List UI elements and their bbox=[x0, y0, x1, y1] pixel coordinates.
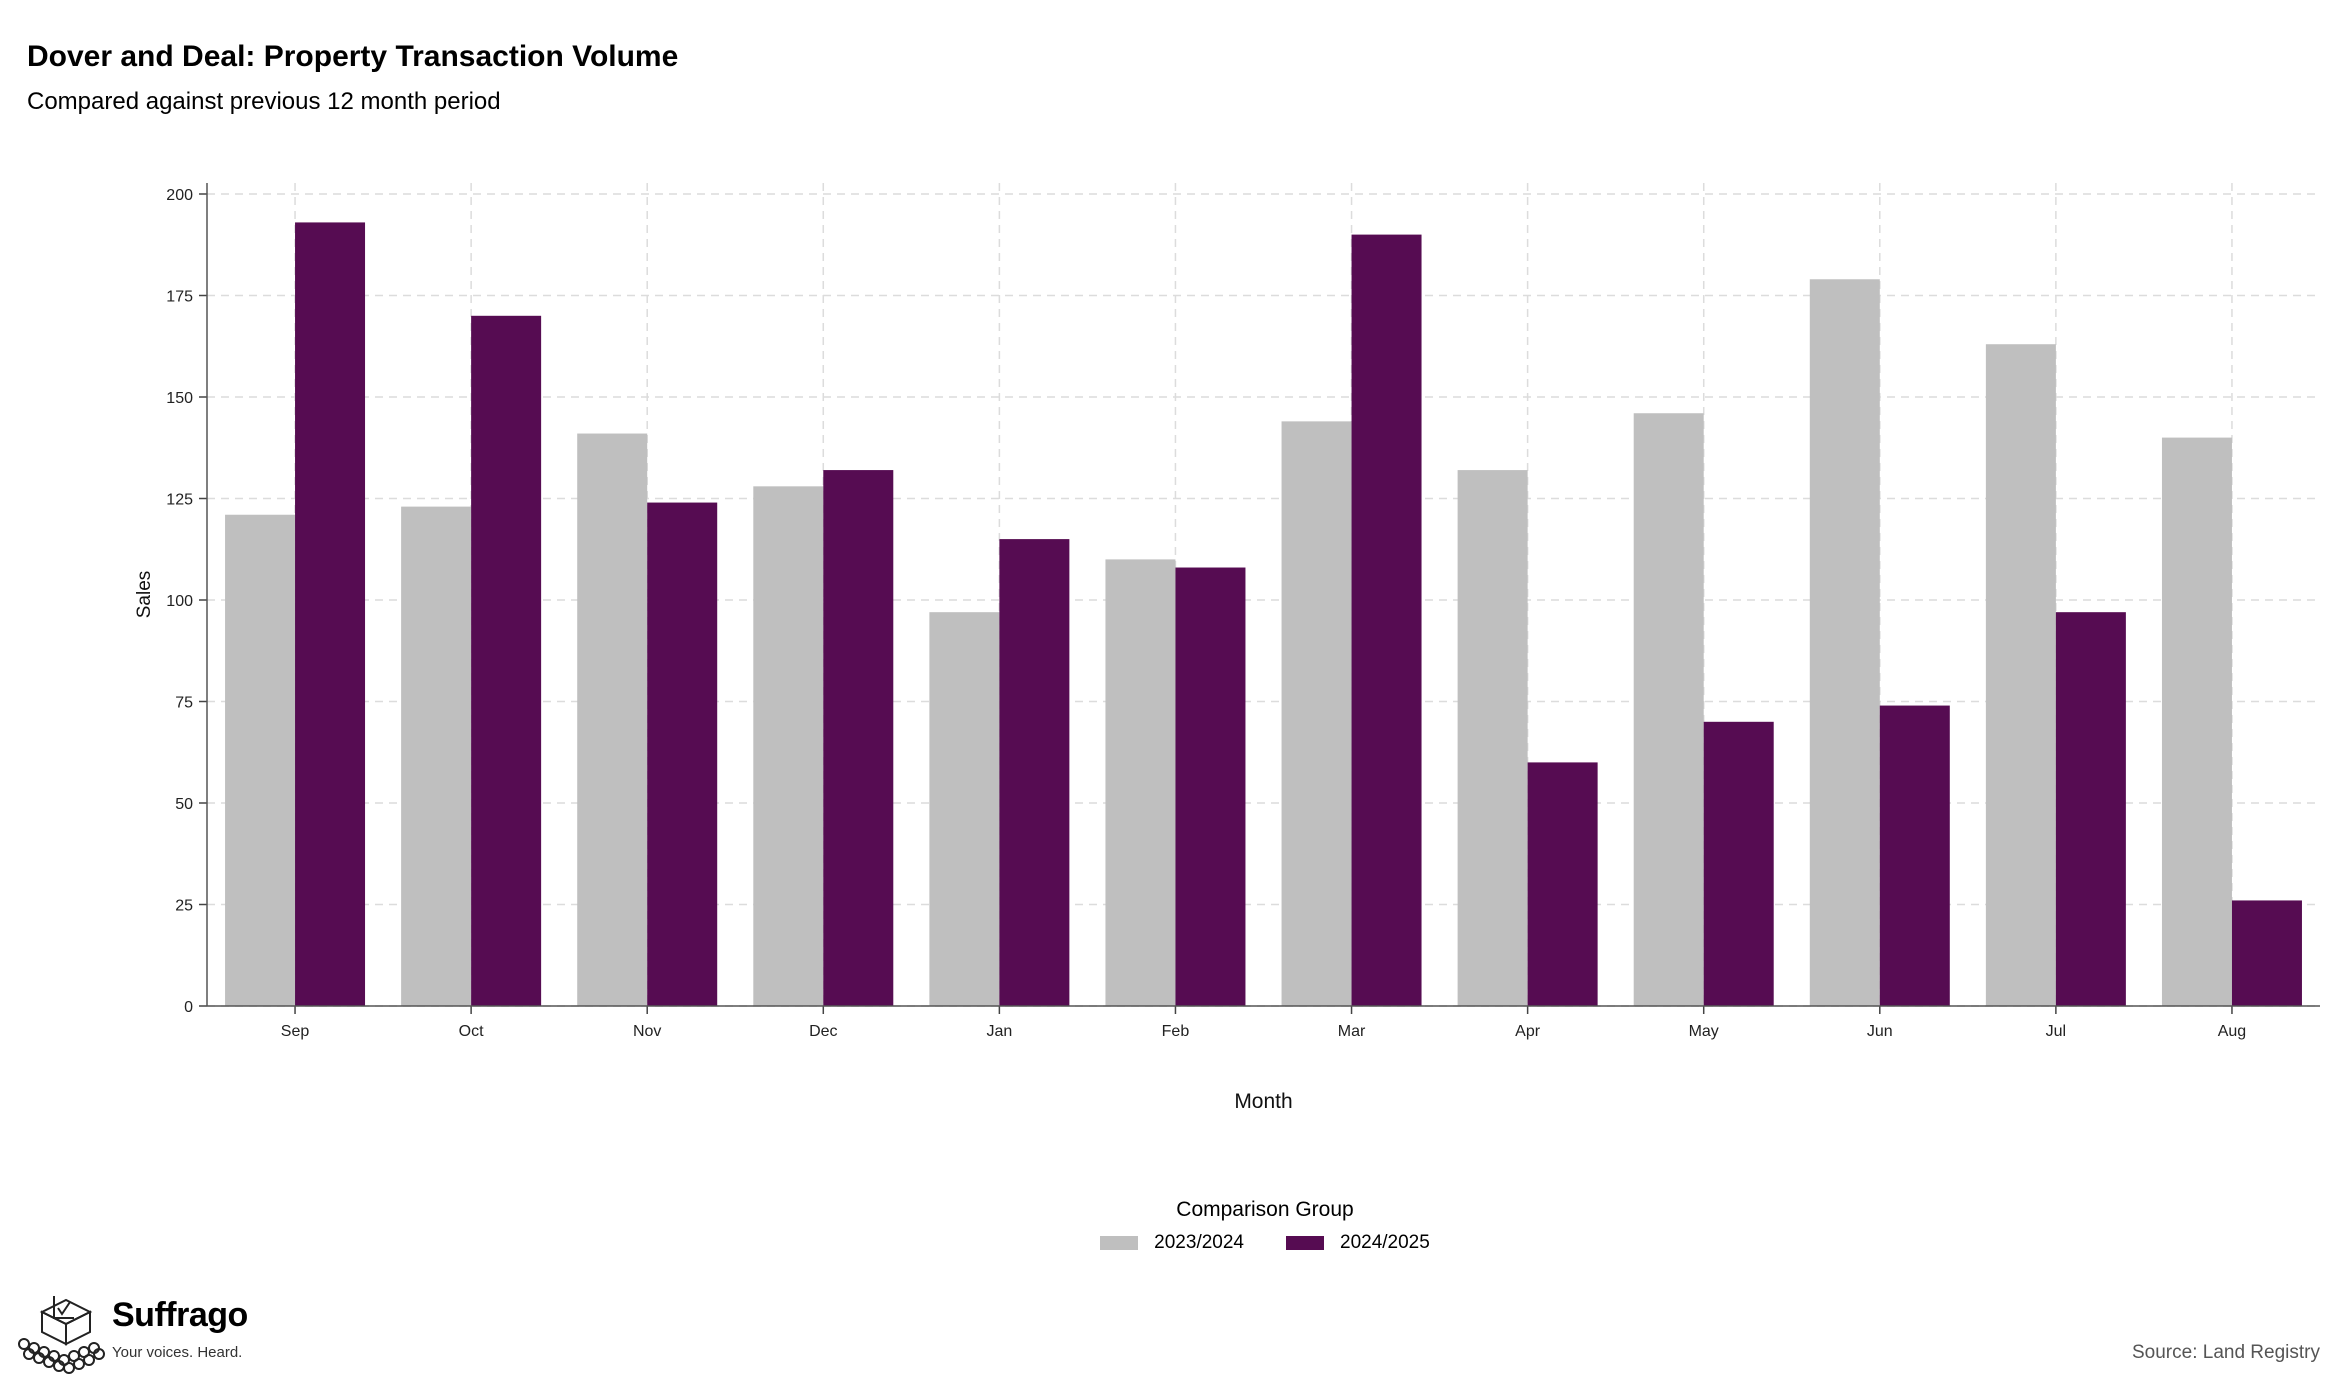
bar-2023-2024-mar bbox=[1281, 421, 1352, 1006]
x-tick-label: Feb bbox=[1162, 1023, 1190, 1040]
bar-2023-2024-feb bbox=[1105, 559, 1176, 1006]
legend-items: 2023/2024 2024/2025 bbox=[196, 1232, 2334, 1254]
legend-label-2023-2024: 2023/2024 bbox=[1154, 1232, 1244, 1253]
x-tick-label: May bbox=[1689, 1023, 1719, 1040]
bar-2023-2024-jul bbox=[1985, 344, 2056, 1007]
bar-2024-2025-sep bbox=[295, 222, 366, 1007]
bar-2024-2025-mar bbox=[1351, 234, 1422, 1007]
axis-labels: 0 25 50 75 100 125 150 175 200 Sep Oct Nov Dec Jan Feb… bbox=[134, 187, 2246, 1113]
axes bbox=[199, 183, 2320, 1014]
brand-tagline: Your voices. Heard. bbox=[112, 1344, 243, 1361]
ballot-box-logo-icon bbox=[18, 1296, 105, 1374]
y-tick-label: 25 bbox=[175, 898, 193, 915]
bar-2024-2025-aug bbox=[2231, 900, 2302, 1006]
y-tick-label: 125 bbox=[166, 492, 193, 509]
x-tick-label: Sep bbox=[281, 1023, 310, 1040]
bar-2023-2024-dec bbox=[753, 486, 824, 1006]
legend-swatch-2023-2024 bbox=[1100, 1236, 1139, 1250]
y-tick-label: 175 bbox=[166, 289, 193, 306]
bar-2024-2025-jun bbox=[1879, 705, 1950, 1006]
bar-2024-2025-jul bbox=[2055, 612, 2126, 1006]
bar-2023-2024-sep bbox=[225, 514, 296, 1006]
bar-2023-2024-jun bbox=[1809, 279, 1880, 1006]
legend-label-2024-2025: 2024/2025 bbox=[1340, 1232, 1430, 1253]
bar-2024-2025-nov bbox=[647, 502, 718, 1006]
y-tick-label: 50 bbox=[175, 796, 193, 813]
y-tick-label: 150 bbox=[166, 390, 193, 407]
legend-item-2023-2024: 2023/2024 bbox=[1100, 1232, 1244, 1254]
bar-2023-2024-jan bbox=[929, 612, 1000, 1006]
legend-title: Comparison Group bbox=[1176, 1198, 1354, 1221]
bar-2024-2025-may bbox=[1703, 721, 1774, 1006]
bars bbox=[225, 222, 2302, 1007]
chart-title: Dover and Deal: Property Transaction Vol… bbox=[27, 40, 679, 73]
y-tick-label: 200 bbox=[166, 187, 193, 204]
bar-chart: 0 25 50 75 100 125 150 175 200 Sep Oct Nov Dec Jan Feb… bbox=[134, 183, 2320, 1113]
bar-2024-2025-oct bbox=[471, 315, 542, 1006]
bar-2023-2024-oct bbox=[401, 506, 472, 1006]
brand-name: Suffrago bbox=[112, 1296, 248, 1334]
x-tick-label: Mar bbox=[1338, 1023, 1366, 1040]
x-tick-label: Jul bbox=[2046, 1023, 2066, 1040]
y-axis-title: Sales bbox=[134, 571, 155, 619]
bar-2023-2024-nov bbox=[577, 433, 648, 1006]
legend-swatch-2024-2025 bbox=[1286, 1236, 1324, 1250]
bar-2024-2025-apr bbox=[1527, 762, 1598, 1006]
x-tick-label: Jan bbox=[986, 1023, 1012, 1040]
legend: Comparison Group 2023/2024 2024/2025 bbox=[0, 1198, 2334, 1254]
y-tick-label: 75 bbox=[175, 695, 193, 712]
bar-2023-2024-apr bbox=[1457, 470, 1528, 1007]
chart-subtitle: Compared against previous 12 month perio… bbox=[27, 88, 501, 115]
x-tick-label: Jun bbox=[1867, 1023, 1893, 1040]
source-note: Source: Land Registry bbox=[2132, 1342, 2320, 1363]
bar-2024-2025-jan bbox=[999, 539, 1070, 1006]
x-tick-label: Aug bbox=[2218, 1023, 2246, 1040]
y-tick-label: 0 bbox=[184, 999, 193, 1016]
x-tick-label: Apr bbox=[1515, 1023, 1541, 1040]
bar-2024-2025-dec bbox=[823, 470, 894, 1007]
x-tick-label: Oct bbox=[459, 1023, 484, 1040]
x-tick-label: Dec bbox=[809, 1023, 837, 1040]
legend-item-2024-2025: 2024/2025 bbox=[1286, 1232, 1430, 1254]
x-axis-title: Month bbox=[1234, 1090, 1292, 1113]
bar-2023-2024-aug bbox=[2161, 437, 2232, 1007]
y-tick-label: 100 bbox=[166, 593, 193, 610]
bar-2023-2024-may bbox=[1633, 413, 1704, 1006]
bar-2024-2025-feb bbox=[1175, 567, 1246, 1006]
x-tick-label: Nov bbox=[633, 1023, 661, 1040]
